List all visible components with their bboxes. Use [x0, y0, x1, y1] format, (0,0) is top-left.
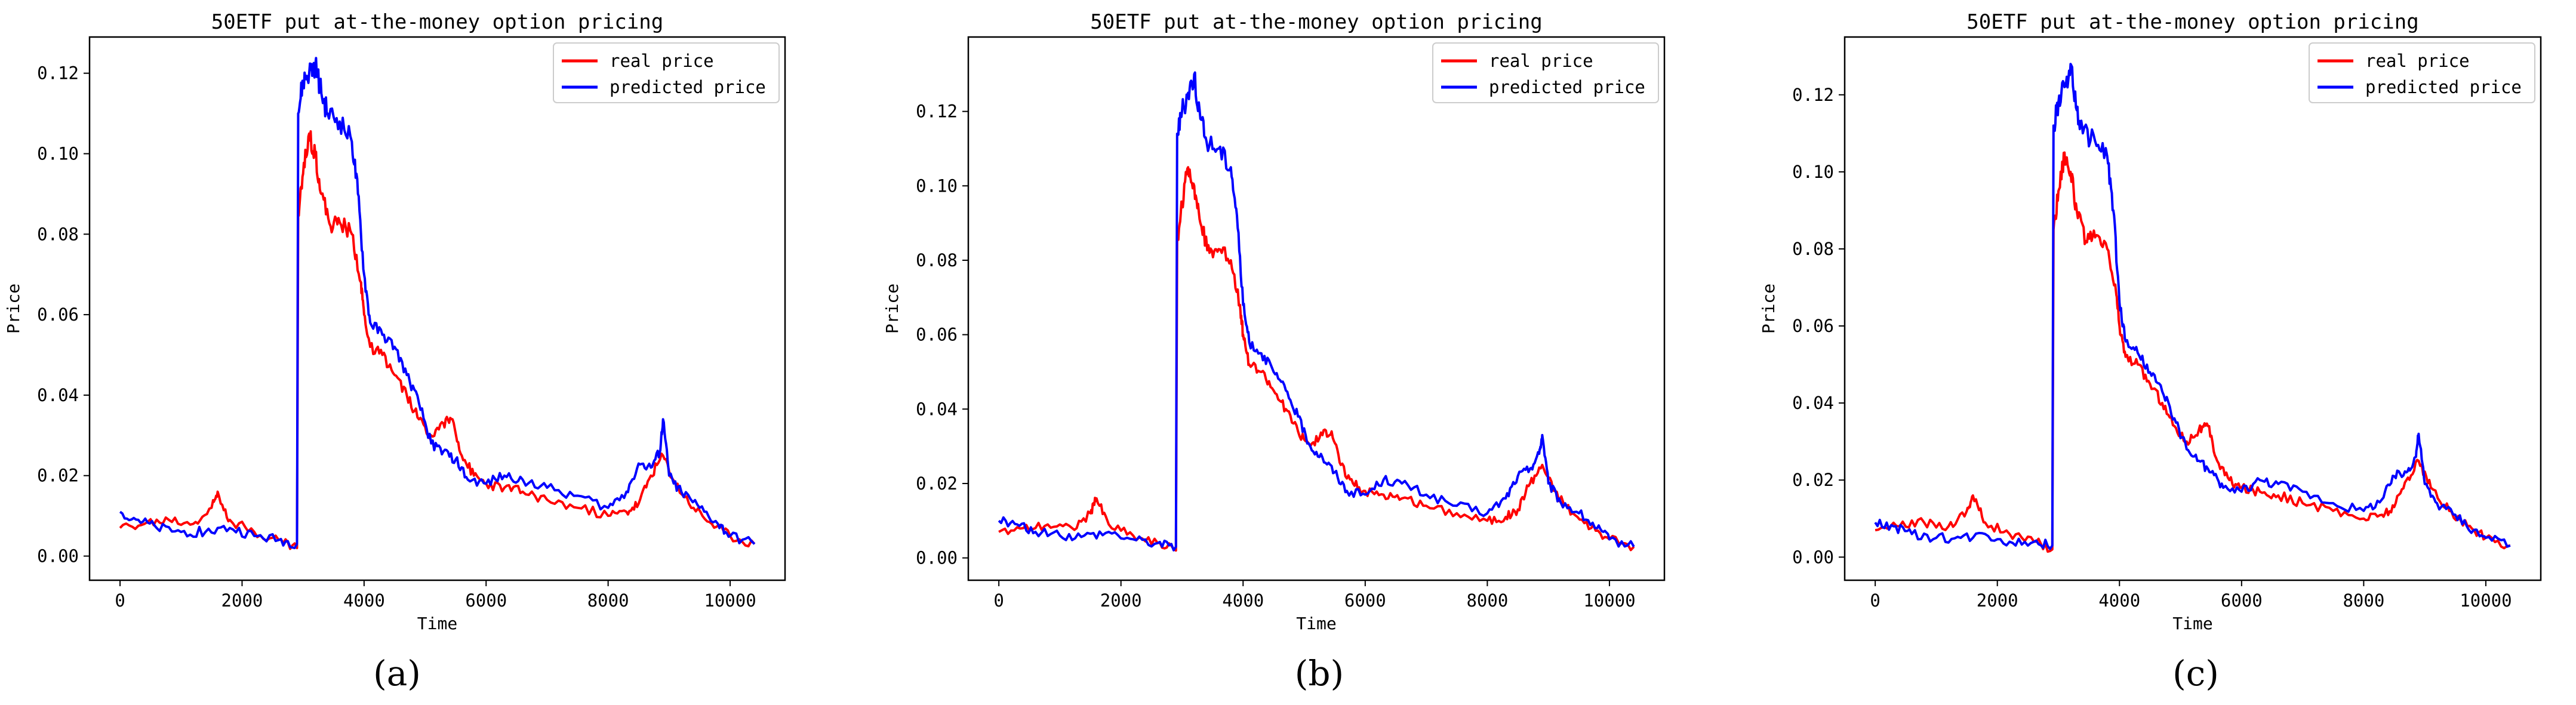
y-tick-label: 0.02	[37, 466, 79, 486]
y-tick-label: 0.10	[916, 176, 958, 196]
plot-frame	[1843, 36, 2542, 581]
chart-panel-2: 50ETF put at-the-money option pricing 0 20…	[882, 10, 1666, 694]
y-tick-label: 0.08	[916, 250, 958, 270]
y-axis-label: Price	[4, 284, 23, 334]
x-tick-label: 2000	[221, 590, 263, 611]
chart-panel-1: 50ETF put at-the-money option pricing 0 20…	[4, 10, 786, 694]
y-tick-label: 0.12	[1792, 85, 1834, 105]
plot-frame	[967, 36, 1666, 581]
legend: real price predicted price	[2309, 42, 2535, 103]
y-tick-label: 0.12	[916, 101, 958, 122]
y-tick-label: 0.02	[916, 473, 958, 494]
x-tick-label: 0	[993, 590, 1004, 611]
y-tick-label: 0.06	[37, 304, 79, 325]
x-tick-label: 8000	[587, 590, 629, 611]
legend-label: real price	[1489, 51, 1593, 71]
y-axis-label: Price	[1759, 284, 1778, 334]
x-tick-label: 8000	[1466, 590, 1508, 611]
legend-label: predicted price	[2365, 77, 2522, 97]
x-tick-label: 0	[115, 590, 125, 611]
x-tick-label: 8000	[2343, 590, 2384, 611]
x-tick-label: 2000	[1100, 590, 1142, 611]
x-tick-label: 10000	[704, 590, 756, 611]
series-line-predicted-price	[998, 71, 1635, 552]
legend-label: real price	[2365, 51, 2470, 71]
x-tick-label: 6000	[465, 590, 507, 611]
y-tick-label: 0.00	[1792, 547, 1834, 567]
x-tick-label: 4000	[1222, 590, 1264, 611]
y-tick-label: 0.06	[1792, 316, 1834, 336]
series-line-predicted-price	[119, 57, 756, 549]
legend-box	[1432, 42, 1659, 103]
y-tick-label: 0.10	[37, 143, 79, 164]
series-line-real-price	[998, 166, 1635, 552]
legend-label: predicted price	[610, 77, 766, 97]
y-tick-label: 0.10	[1792, 162, 1834, 182]
series-line-predicted-price	[1874, 63, 2511, 550]
legend-box	[553, 42, 780, 103]
legend-label: predicted price	[1489, 77, 1645, 97]
plot-frame	[88, 36, 786, 581]
x-tick-label: 4000	[343, 590, 385, 611]
y-tick-label: 0.04	[1792, 393, 1834, 413]
panel-caption: (a)	[373, 653, 421, 694]
chart-title: 50ETF put at-the-money option pricing	[1090, 10, 1542, 34]
y-tick-label: 0.02	[1792, 470, 1834, 490]
chart-panel-3: 50ETF put at-the-money option pricing 0 20…	[1759, 10, 2542, 694]
legend: real price predicted price	[1432, 42, 1659, 103]
panel-caption: (b)	[1295, 653, 1344, 694]
x-axis-label: Time	[2172, 614, 2212, 633]
x-axis-label: Time	[417, 614, 457, 633]
y-axis-label: Price	[882, 284, 902, 334]
y-tick-label: 0.12	[37, 63, 79, 84]
x-tick-label: 4000	[2098, 590, 2140, 611]
x-tick-label: 6000	[1344, 590, 1386, 611]
legend-label: real price	[610, 51, 714, 71]
panel-caption: (c)	[2172, 653, 2219, 694]
chart-title: 50ETF put at-the-money option pricing	[211, 10, 663, 34]
x-axis-label: Time	[1296, 614, 1336, 633]
y-tick-label: 0.04	[37, 385, 79, 405]
legend-box	[2309, 42, 2535, 103]
chart-title: 50ETF put at-the-money option pricing	[1966, 10, 2418, 34]
x-tick-label: 6000	[2221, 590, 2263, 611]
x-tick-label: 0	[1870, 590, 1880, 611]
series-line-real-price	[119, 130, 756, 550]
y-tick-label: 0.08	[1792, 239, 1834, 259]
legend: real price predicted price	[553, 42, 780, 103]
x-tick-label: 10000	[2460, 590, 2512, 611]
y-tick-label: 0.04	[916, 399, 958, 419]
y-tick-label: 0.06	[916, 325, 958, 345]
y-tick-label: 0.00	[37, 546, 79, 567]
y-tick-label: 0.00	[916, 548, 958, 568]
x-tick-label: 2000	[1977, 590, 2018, 611]
y-tick-label: 0.08	[37, 224, 79, 244]
series-line-real-price	[1875, 151, 2511, 553]
x-tick-label: 10000	[1583, 590, 1635, 611]
